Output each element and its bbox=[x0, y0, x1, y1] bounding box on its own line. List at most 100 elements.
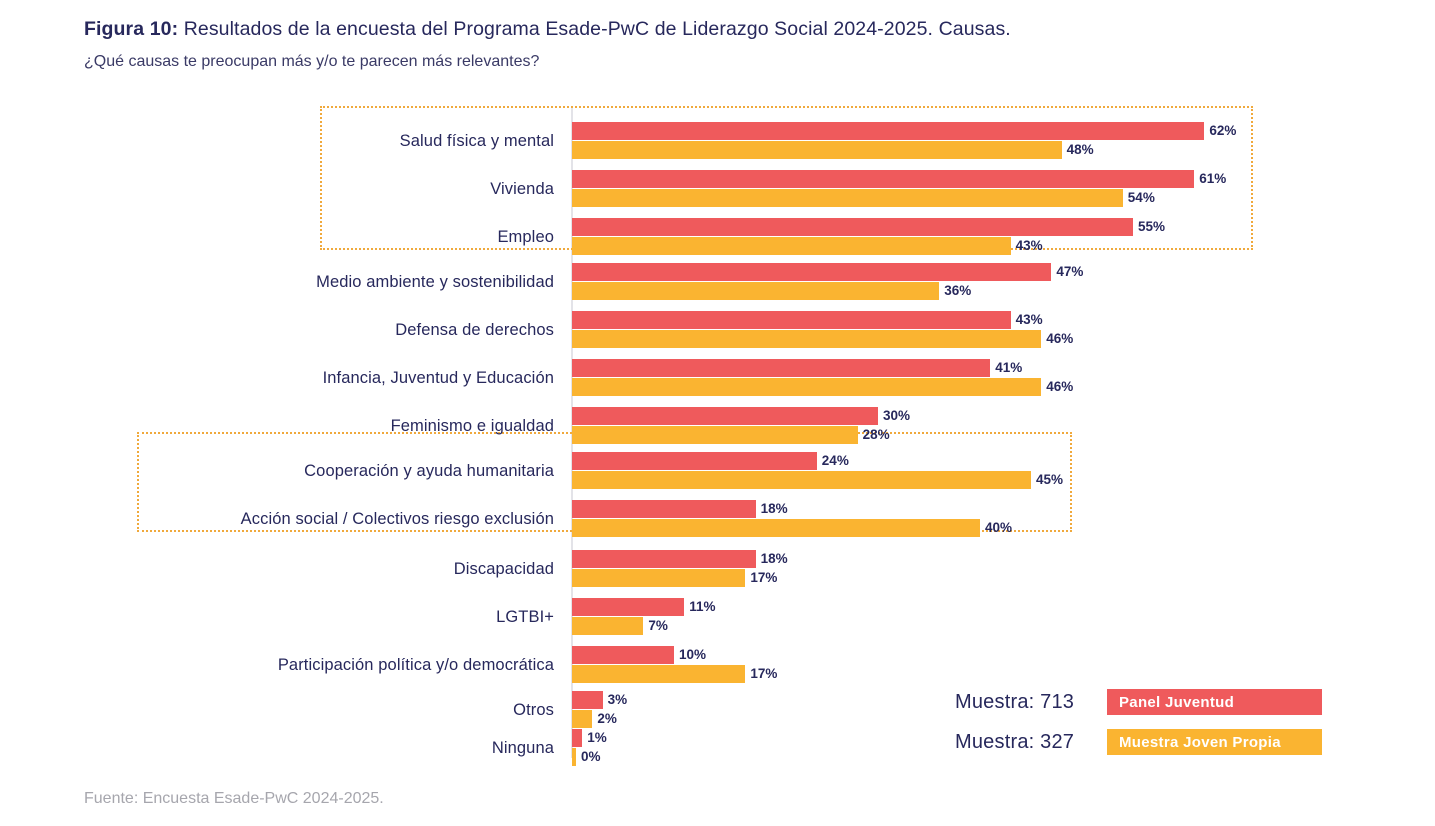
bar-group: 61% 54% bbox=[572, 170, 1432, 208]
bar-panel-juventud bbox=[572, 218, 1133, 236]
figure-number: Figura 10: bbox=[84, 18, 179, 40]
bar-value-label: 1% bbox=[587, 730, 607, 745]
bar-muestra-joven-propia bbox=[572, 426, 858, 444]
chart-row: Ninguna 1% 0% bbox=[0, 729, 1435, 767]
bar-group: 55% 43% bbox=[572, 218, 1432, 256]
bar-panel-juventud bbox=[572, 407, 878, 425]
bar-value-label: 18% bbox=[760, 501, 788, 516]
category-label: Otros bbox=[513, 700, 554, 719]
category-label: Ninguna bbox=[491, 738, 554, 757]
chart-row: Defensa de derechos 43% 46% bbox=[0, 311, 1435, 349]
bar-group: 62% 48% bbox=[572, 122, 1432, 160]
bar-group: 1% 0% bbox=[572, 729, 1432, 767]
bar-muestra-joven-propia bbox=[572, 617, 644, 635]
chart-row: Infancia, Juventud y Educación 41% 46% bbox=[0, 359, 1435, 397]
bar-panel-juventud bbox=[572, 452, 817, 470]
figure-header: Figura 10: Resultados de la encuesta del… bbox=[84, 16, 1384, 73]
bar-muestra-joven-propia bbox=[572, 282, 940, 300]
bar-muestra-joven-propia bbox=[572, 237, 1011, 255]
bar-muestra-joven-propia bbox=[572, 330, 1042, 348]
bar-muestra-joven-propia bbox=[572, 189, 1123, 207]
bar-value-label: 24% bbox=[821, 453, 849, 468]
chart-row: Medio ambiente y sostenibilidad 47% 36% bbox=[0, 263, 1435, 301]
bar-value-label: 18% bbox=[760, 551, 788, 566]
bar-muestra-joven-propia bbox=[572, 748, 576, 766]
chart-row: Feminismo e igualdad 30% 28% bbox=[0, 407, 1435, 445]
chart-legend: Muestra: 713 Panel Juventud Muestra: 327 Mu… bbox=[955, 686, 1355, 766]
bar-group: 43% 46% bbox=[572, 311, 1432, 349]
bar-value-label: 55% bbox=[1138, 219, 1166, 234]
bar-value-label: 10% bbox=[679, 647, 707, 662]
bar-value-label: 0% bbox=[581, 749, 601, 764]
bar-value-label: 30% bbox=[883, 408, 911, 423]
chart-row: Cooperación y ayuda humanitaria 24% 45% bbox=[0, 452, 1435, 490]
bar-value-label: 46% bbox=[1046, 331, 1074, 346]
category-label: Salud física y mental bbox=[399, 131, 554, 150]
figure-subtitle: ¿Qué causas te preocupan más y/o te pare… bbox=[84, 53, 540, 70]
bar-value-label: 43% bbox=[1015, 238, 1043, 253]
bar-value-label: 45% bbox=[1036, 472, 1064, 487]
category-label: Empleo bbox=[497, 227, 554, 246]
bar-group: 41% 46% bbox=[572, 359, 1432, 397]
bar-value-label: 40% bbox=[985, 520, 1013, 535]
bar-panel-juventud bbox=[572, 550, 756, 568]
bar-value-label: 47% bbox=[1056, 264, 1084, 279]
bar-value-label: 48% bbox=[1066, 142, 1094, 157]
bar-panel-juventud bbox=[572, 646, 674, 664]
bar-panel-juventud bbox=[572, 311, 1011, 329]
chart-row: Empleo 55% 43% bbox=[0, 218, 1435, 256]
bar-value-label: 43% bbox=[1015, 312, 1043, 327]
bar-group: 10% 17% bbox=[572, 646, 1432, 684]
bar-panel-juventud bbox=[572, 263, 1052, 281]
category-label: Vivienda bbox=[490, 179, 554, 198]
bar-value-label: 17% bbox=[750, 570, 778, 585]
bar-muestra-joven-propia bbox=[572, 665, 746, 683]
bar-value-label: 7% bbox=[648, 618, 668, 633]
page-title: Figura 10: Resultados de la encuesta del… bbox=[84, 16, 1384, 42]
category-label: Participación política y/o democrática bbox=[277, 655, 554, 674]
bar-group: 11% 7% bbox=[572, 598, 1432, 636]
bar-group: 24% 45% bbox=[572, 452, 1432, 490]
category-label: Acción social / Colectivos riesgo exclus… bbox=[240, 509, 554, 528]
bar-group: 30% 28% bbox=[572, 407, 1432, 445]
bar-panel-juventud bbox=[572, 691, 603, 709]
chart-area: Salud física y mental 62% 48% Vivienda 61% 54… bbox=[0, 100, 1435, 770]
chart-row: Otros 3% 2% bbox=[0, 691, 1435, 729]
category-label: Defensa de derechos bbox=[395, 320, 554, 339]
source-note: Fuente: Encuesta Esade-PwC 2024-2025. bbox=[84, 790, 384, 807]
legend-row: Muestra: 327 Muestra Joven Propia bbox=[955, 726, 1355, 758]
bar-value-label: 41% bbox=[995, 360, 1023, 375]
category-label: Discapacidad bbox=[453, 559, 554, 578]
bar-muestra-joven-propia bbox=[572, 471, 1031, 489]
category-label: Infancia, Juventud y Educación bbox=[322, 368, 554, 387]
bar-panel-juventud bbox=[572, 729, 583, 747]
legend-chip-panel-juventud: Panel Juventud bbox=[1107, 689, 1322, 715]
bar-value-label: 36% bbox=[944, 283, 972, 298]
bar-group: 3% 2% bbox=[572, 691, 1432, 729]
bar-muestra-joven-propia bbox=[572, 569, 746, 587]
bar-value-label: 46% bbox=[1046, 379, 1074, 394]
category-label: Feminismo e igualdad bbox=[390, 416, 554, 435]
bar-group: 18% 40% bbox=[572, 500, 1432, 538]
bar-panel-juventud bbox=[572, 122, 1205, 140]
bar-panel-juventud bbox=[572, 500, 756, 518]
figure-title-text: Resultados de la encuesta del Programa E… bbox=[178, 18, 1011, 40]
legend-chip-muestra-joven-propia: Muestra Joven Propia bbox=[1107, 729, 1322, 755]
legend-row: Muestra: 713 Panel Juventud bbox=[955, 686, 1355, 718]
bar-value-label: 28% bbox=[862, 427, 890, 442]
bar-group: 47% 36% bbox=[572, 263, 1432, 301]
chart-row: Vivienda 61% 54% bbox=[0, 170, 1435, 208]
category-label: Cooperación y ayuda humanitaria bbox=[304, 461, 554, 480]
bar-value-label: 11% bbox=[689, 599, 716, 614]
chart-row: Discapacidad 18% 17% bbox=[0, 550, 1435, 588]
bar-muestra-joven-propia bbox=[572, 519, 980, 537]
category-label: Medio ambiente y sostenibilidad bbox=[316, 272, 554, 291]
bar-value-label: 54% bbox=[1127, 190, 1155, 205]
legend-sample-size: Muestra: 713 bbox=[955, 690, 1075, 713]
chart-row: Salud física y mental 62% 48% bbox=[0, 122, 1435, 160]
bar-panel-juventud bbox=[572, 598, 685, 616]
chart-row: Participación política y/o democrática 10… bbox=[0, 646, 1435, 684]
bar-value-label: 2% bbox=[597, 711, 617, 726]
bar-group: 18% 17% bbox=[572, 550, 1432, 588]
chart-row: Acción social / Colectivos riesgo exclus… bbox=[0, 500, 1435, 538]
